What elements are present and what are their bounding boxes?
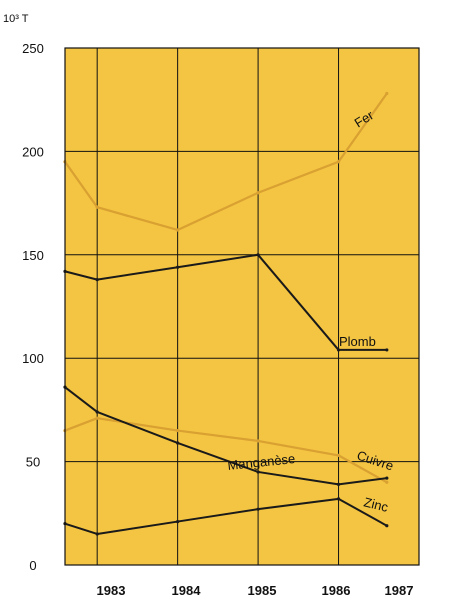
data-point <box>95 410 99 414</box>
y-unit-label: 10³ T <box>3 13 29 25</box>
data-point <box>176 428 180 433</box>
y-tick-label: 150 <box>22 248 44 263</box>
x-tick-label: 1986 <box>322 583 351 598</box>
data-point <box>95 278 99 282</box>
data-point <box>336 482 341 486</box>
data-point <box>256 253 260 257</box>
data-point <box>336 160 341 164</box>
series-label-plomb: Plomb <box>339 334 376 349</box>
data-point <box>256 191 260 195</box>
x-tick-label: 1987 <box>385 583 414 598</box>
data-point <box>95 416 99 420</box>
data-point <box>336 453 341 457</box>
data-point <box>95 532 99 536</box>
x-tick-label: 1983 <box>97 583 126 598</box>
data-point <box>176 228 180 232</box>
x-tick-label: 1984 <box>172 583 202 598</box>
data-point <box>336 348 341 352</box>
data-point <box>385 91 389 96</box>
data-point <box>176 519 180 524</box>
data-point <box>176 441 180 445</box>
x-tick-label: 1985 <box>248 583 277 598</box>
plot-background <box>65 48 419 565</box>
series-line-fer <box>64 92 388 232</box>
series-label-zinc: Zinc <box>362 494 390 515</box>
data-point <box>385 480 389 484</box>
data-point <box>385 476 389 480</box>
series-line-cuivre <box>64 417 388 484</box>
data-point <box>256 439 260 443</box>
y-tick-label: 200 <box>22 144 44 159</box>
series-line-zinc <box>64 497 388 535</box>
data-point <box>336 497 341 501</box>
data-point <box>385 524 389 528</box>
series-line-plomb <box>64 253 387 351</box>
data-point <box>95 205 99 209</box>
series-lines <box>63 91 389 536</box>
y-tick-label: 100 <box>22 351 44 366</box>
y-tick-label: 250 <box>22 41 44 56</box>
x-axis: 1983 1984 1985 1986 1987 <box>97 583 414 598</box>
data-point <box>176 265 180 269</box>
y-tick-label: 0 <box>29 558 36 573</box>
data-point <box>385 348 389 352</box>
y-axis: 0 50 100 150 200 250 <box>22 41 44 573</box>
plot-frame <box>64 47 420 566</box>
y-tick-label: 50 <box>26 455 40 470</box>
data-point <box>256 470 260 474</box>
series-label-manganse: Manganèse <box>227 451 296 473</box>
data-point <box>256 507 260 511</box>
series-line-manganse <box>64 386 387 486</box>
